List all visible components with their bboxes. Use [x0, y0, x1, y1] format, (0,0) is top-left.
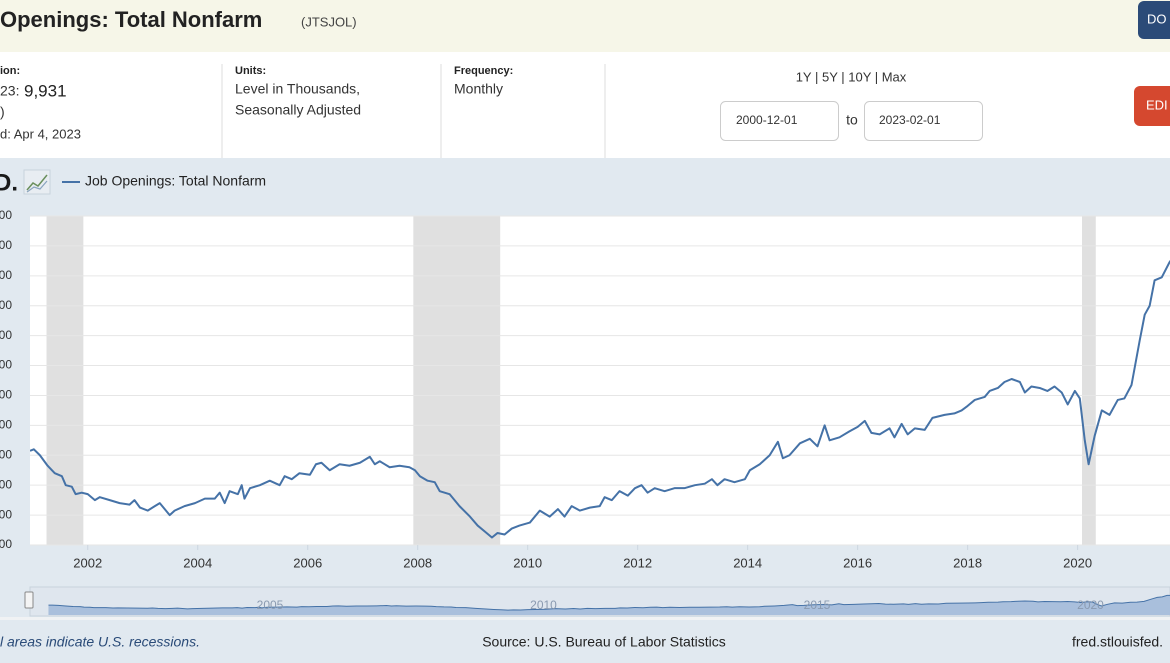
navigator-line [48, 594, 1170, 611]
recession-band [413, 216, 501, 545]
recession-note: l areas indicate U.S. recessions. [0, 634, 200, 650]
y-tick-label: 3000 [0, 507, 12, 521]
x-tick-label: 2008 [403, 555, 432, 570]
y-tick-label: 5000 [0, 447, 12, 461]
x-tick-label: 2012 [623, 555, 652, 570]
y-tick-label: 7000 [0, 388, 12, 402]
edit-button[interactable] [1134, 86, 1170, 126]
y-tick-label: 10,000 [0, 298, 12, 312]
units-line: Level in Thousands, [235, 81, 360, 97]
edit-button-label[interactable]: EDI [1146, 97, 1168, 112]
observation-date: 23: [0, 83, 19, 99]
fred-logo: D. [0, 169, 18, 196]
recession-band [46, 216, 84, 545]
units-line: Seasonally Adjusted [235, 102, 361, 118]
observation-label: ion: [0, 65, 20, 77]
frequency-value: Monthly [454, 81, 503, 97]
site-url[interactable]: fred.stlouisfed. [1072, 634, 1163, 650]
x-tick-label: 2006 [293, 555, 322, 570]
range-to: to [846, 112, 858, 128]
x-tick-label: 2010 [513, 555, 542, 570]
y-tick-label: 8000 [0, 358, 12, 372]
plot [30, 215, 1170, 546]
y-tick-label: 13,000 [0, 208, 12, 222]
range-presets[interactable]: 1Y | 5Y | 10Y | Max [796, 69, 907, 84]
download-button[interactable] [1138, 1, 1170, 39]
x-tick-label: 2014 [733, 555, 762, 570]
plot-area [30, 216, 1170, 545]
download-button-label[interactable]: DO [1147, 11, 1167, 26]
x-tick-label: 2016 [843, 555, 872, 570]
scrollbar[interactable] [0, 617, 1170, 620]
observation-note: ) [0, 104, 5, 120]
recession-band [1082, 216, 1096, 545]
y-tick-label: 6000 [0, 418, 12, 432]
navigator-handle[interactable] [24, 591, 34, 609]
legend-label[interactable]: Job Openings: Total Nonfarm [85, 173, 266, 189]
x-tick-label: 2002 [73, 555, 102, 570]
chart-icon [23, 169, 51, 195]
x-tick-label: 2004 [183, 555, 212, 570]
end-date-input[interactable] [864, 101, 983, 141]
x-tick-label: 2018 [953, 555, 982, 570]
observation-value: 9,931 [24, 81, 67, 100]
series-id: (JTSJOL) [301, 14, 357, 29]
units-label: Units: [235, 65, 266, 77]
y-tick-label: 2000 [0, 537, 12, 551]
y-tick-label: 4000 [0, 477, 12, 491]
y-tick-label: 11,000 [0, 268, 12, 282]
frequency-label: Frequency: [454, 65, 513, 77]
source: Source: U.S. Bureau of Labor Statistics [482, 634, 726, 650]
navigator-label: 2015 [804, 598, 831, 612]
navigator-series: 2005 2010 2015 2020 [48, 594, 1170, 615]
series-line [30, 259, 1170, 539]
y-tick-label: 9000 [0, 328, 12, 342]
updated-date: d: Apr 4, 2023 [0, 126, 81, 141]
start-date-input[interactable] [720, 101, 839, 141]
navigator-label: 2020 [1077, 598, 1104, 612]
start-date[interactable]: 2000-12-01 [736, 113, 798, 127]
navigator-label: 2005 [257, 598, 284, 612]
axes: 2000 3000 4000 5000 6000 7000 8000 9000 10,000 11… [0, 208, 1092, 570]
series-title: Openings: Total Nonfarm [0, 7, 262, 32]
navigator-label: 2010 [530, 598, 557, 612]
navigator-area [48, 595, 1170, 615]
end-date[interactable]: 2023-02-01 [879, 113, 941, 127]
x-tick-label: 2020 [1063, 555, 1092, 570]
header-bar [0, 0, 1170, 52]
y-tick-label: 12,000 [0, 238, 12, 252]
